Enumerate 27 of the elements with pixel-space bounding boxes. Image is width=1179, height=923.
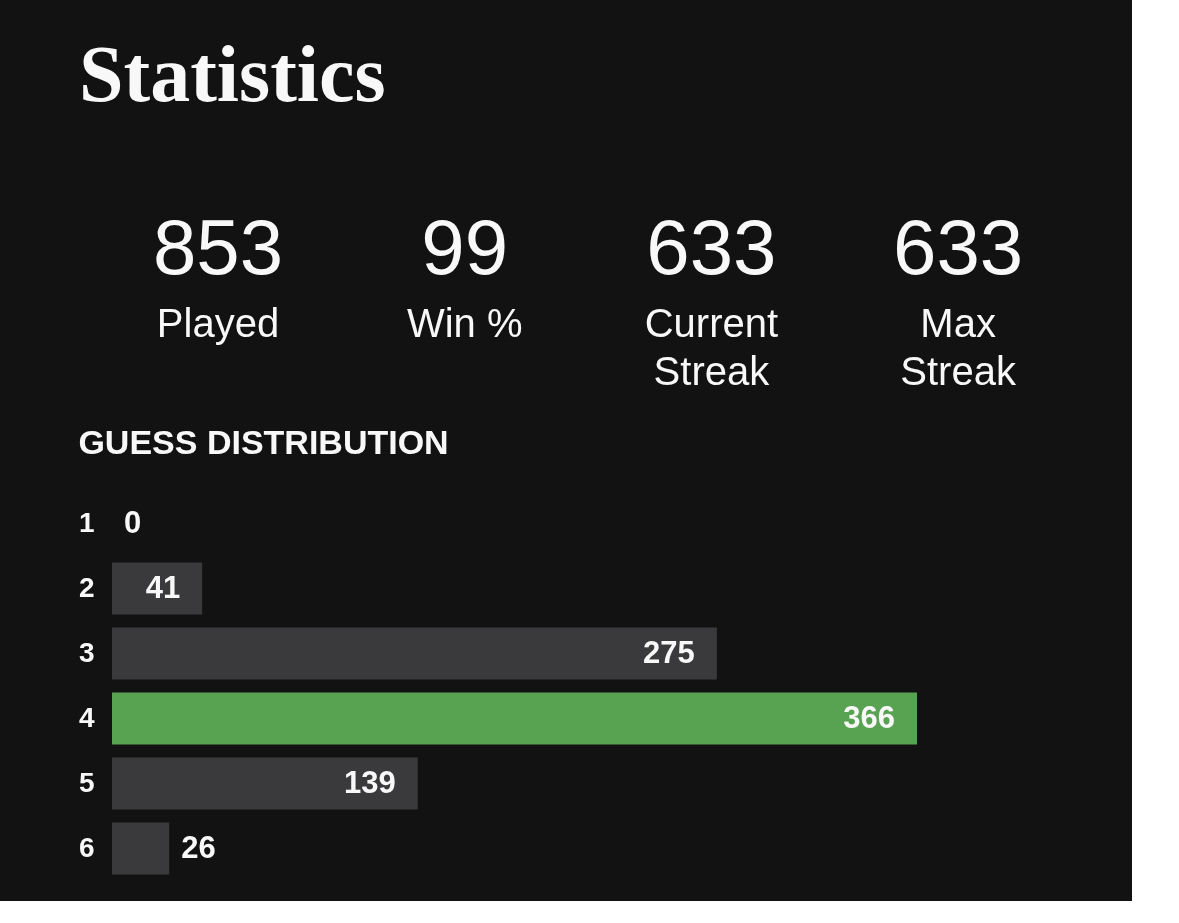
y-tick-label: 3 xyxy=(78,636,95,668)
text: Played xyxy=(156,301,280,345)
chart-title: GUESS DISTRIBUTION xyxy=(78,423,449,461)
text: 853 xyxy=(152,203,284,291)
text: Statistics xyxy=(79,30,386,118)
data-label: 0 xyxy=(124,504,142,540)
data-label: 26 xyxy=(181,829,216,865)
y-tick-label: 4 xyxy=(78,701,95,733)
data-label: 41 xyxy=(145,569,181,605)
y-tick-label: 6 xyxy=(78,831,95,863)
data-label: 366 xyxy=(843,699,895,735)
bar xyxy=(112,692,917,745)
text: 99 xyxy=(421,203,509,291)
text: 633 xyxy=(646,203,777,291)
text: Max Streak xyxy=(900,301,1017,393)
bar xyxy=(112,757,418,810)
bar xyxy=(112,627,717,680)
bar xyxy=(112,562,203,615)
text: 633 xyxy=(893,203,1024,291)
data-label: 275 xyxy=(643,634,695,670)
y-tick-label: 1 xyxy=(78,506,95,538)
y-tick-label: 5 xyxy=(78,766,95,798)
data-label: 139 xyxy=(343,764,396,800)
text: Win % xyxy=(406,301,523,345)
y-tick-label: 2 xyxy=(78,571,95,603)
bar xyxy=(112,822,170,875)
text: Current Streak xyxy=(644,301,779,393)
